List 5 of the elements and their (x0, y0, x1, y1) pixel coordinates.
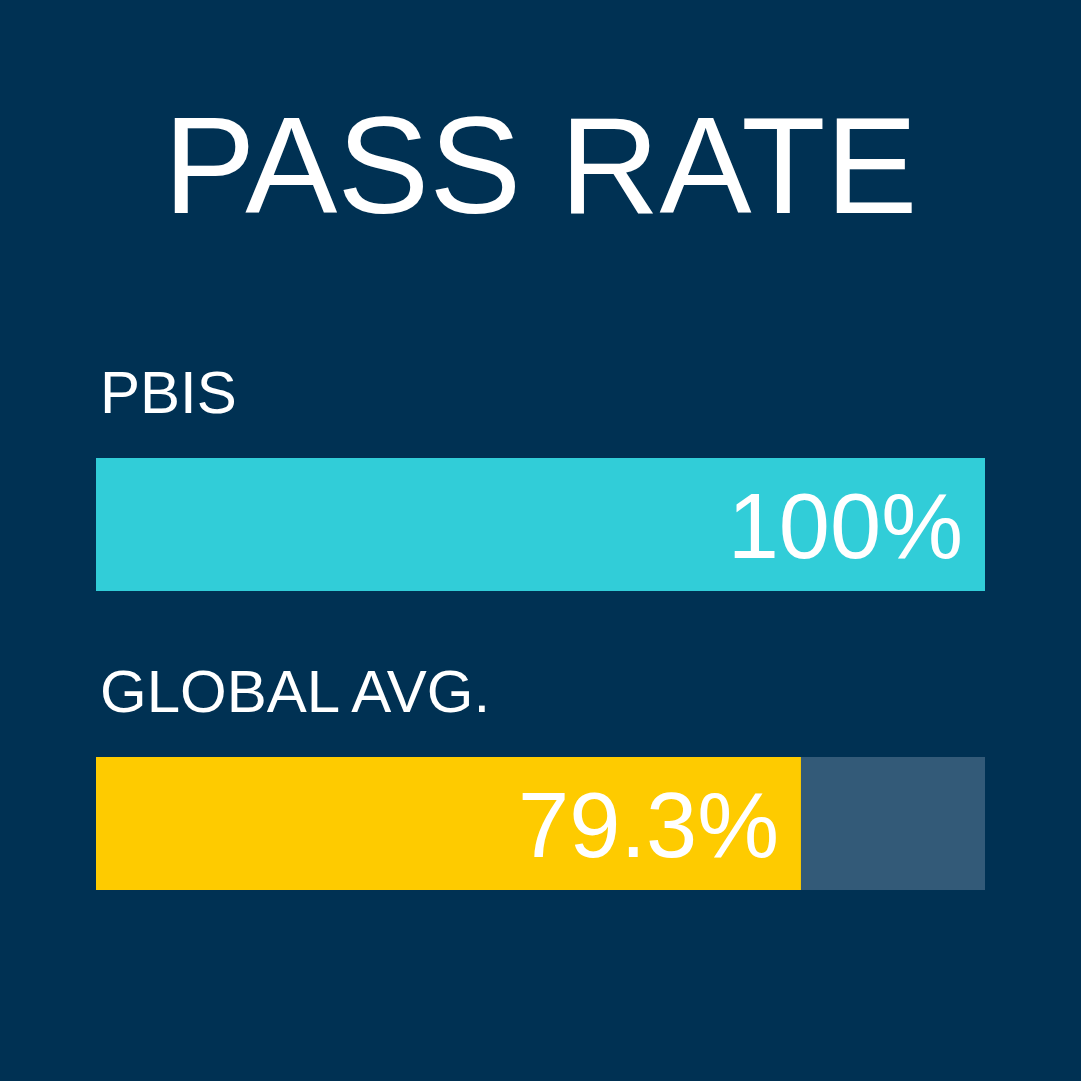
y-tick-label: PBIS (100, 359, 237, 426)
chart-title: PASS RATE (162, 88, 919, 242)
y-tick-label: GLOBAL AVG. (100, 658, 491, 725)
data-label: 79.3% (518, 774, 779, 876)
data-label: 100% (727, 475, 963, 577)
